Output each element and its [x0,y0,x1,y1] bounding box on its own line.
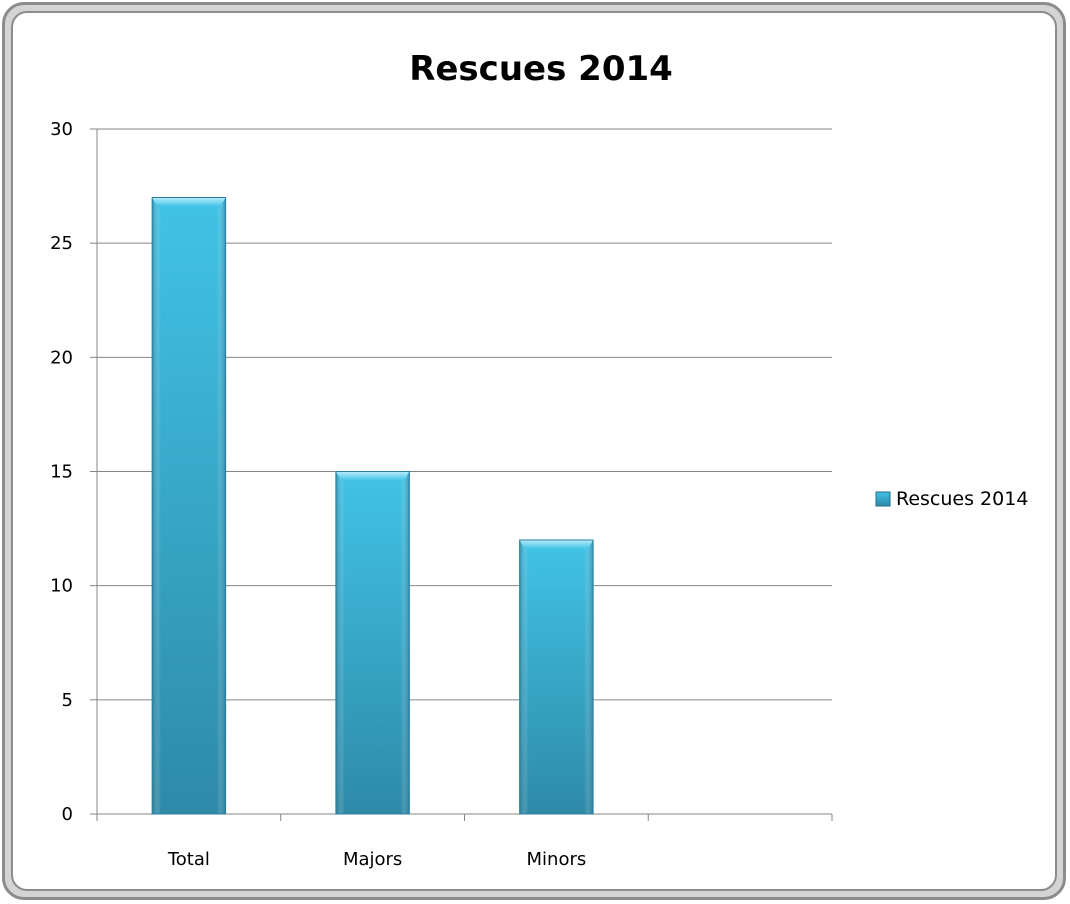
bars [151,197,594,815]
chart-title: Rescues 2014 [409,49,673,89]
y-tick-labels: 0 5 10 15 20 25 30 [50,119,73,825]
bar-Total [151,197,227,815]
y-tick-label: 15 [50,462,73,483]
bar-outline [519,539,594,815]
bar-Majors [335,471,410,815]
y-tick-label: 10 [50,576,73,597]
bar-bevel [152,197,226,207]
bar-outline [335,471,410,815]
x-tick-label: Majors [343,849,402,870]
x-tick-label: Total [167,849,210,870]
y-tick-label: 0 [62,804,73,825]
bar-bevel [519,540,594,549]
y-tick-label: 5 [62,690,73,711]
bar-bevel [335,471,410,481]
y-tick-label: 25 [50,233,73,254]
y-tick-label: 30 [50,119,73,140]
legend-label: Rescues 2014 [896,488,1028,510]
legend: Rescues 2014 [875,488,1028,510]
bar-shading [152,197,226,814]
x-tick-label: Minors [527,849,587,870]
bar-shading [335,471,410,814]
x-tick-labels: Total Majors Minors [167,849,586,870]
y-tick-label: 20 [50,347,73,368]
bar-shading [519,540,594,814]
legend-swatch [875,491,891,507]
bar-outline [151,197,227,815]
bar-Minors [519,539,594,815]
